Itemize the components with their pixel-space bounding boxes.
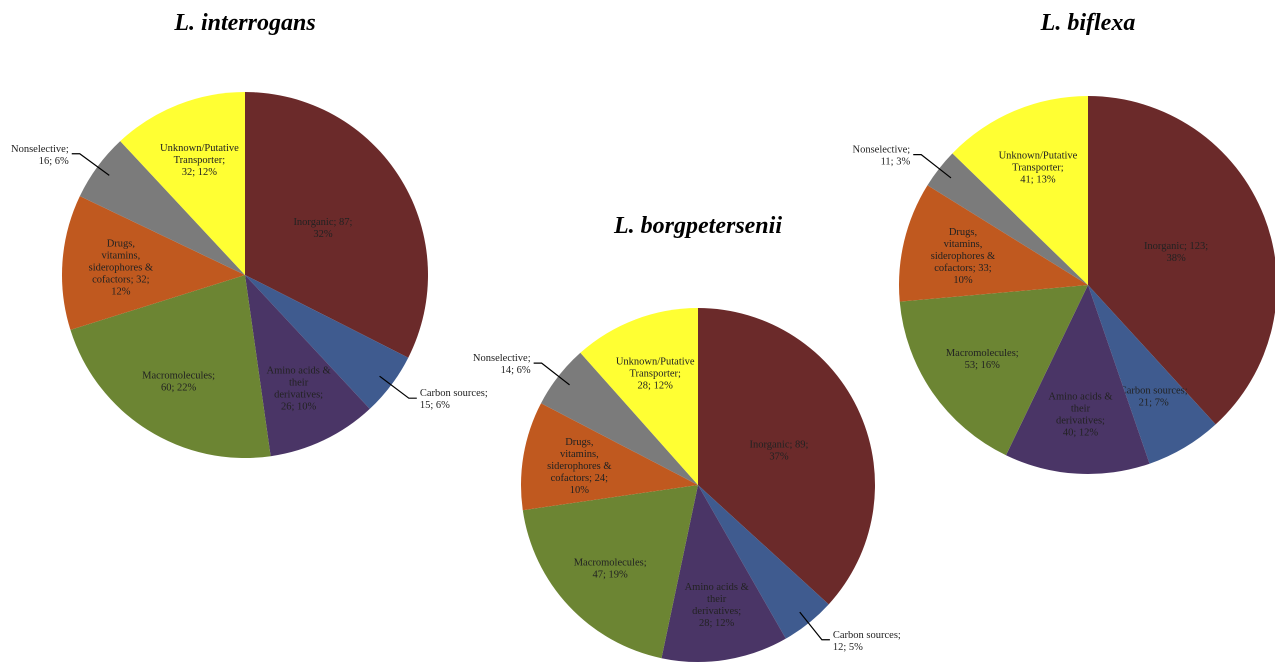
data-label: Carbon sources; 12; 5%	[833, 630, 901, 653]
leader-line	[71, 153, 110, 176]
data-label: Amino acids & their derivatives; 26; 10%	[267, 365, 331, 412]
pie-slice	[120, 92, 245, 275]
data-label: Unknown/Putative Transporter; 41; 13%	[999, 151, 1078, 186]
pie-slice	[580, 308, 698, 485]
pie-slice	[245, 275, 370, 457]
pie-slice	[927, 153, 1088, 285]
data-label: Nonselective; 14; 6%	[473, 353, 531, 376]
data-label: Inorganic; 89; 37%	[749, 439, 808, 462]
data-label: Nonselective; 11; 3%	[852, 145, 910, 168]
chart-title: L. borgpetersenii	[613, 213, 782, 239]
data-label: Drugs, vitamins, siderophores & cofactors; …	[931, 227, 995, 286]
leader-line	[379, 375, 417, 399]
pie-slice	[521, 403, 698, 511]
data-label: Unknown/Putative Transporter; 28; 12%	[616, 357, 695, 392]
data-label: Unknown/Putative Transporter; 32; 12%	[160, 143, 239, 178]
data-label: Carbon sources; 21; 7%	[1120, 385, 1188, 408]
pie-slice	[1088, 285, 1216, 464]
data-label: Macromolecules; 53; 16%	[946, 348, 1019, 371]
pie-slice	[70, 275, 271, 458]
leader-line	[799, 611, 830, 641]
data-label: Carbon sources; 15; 6%	[420, 388, 488, 411]
pie-slice	[245, 275, 409, 409]
pie-slice	[899, 285, 1088, 456]
pie-slice	[899, 185, 1088, 302]
pie-slice	[541, 352, 698, 485]
pie-slice	[522, 485, 698, 659]
pie-slice	[698, 308, 876, 605]
pie-slice	[61, 196, 245, 330]
data-label: Amino acids & their derivatives; 28; 12%	[685, 582, 749, 629]
pie-slice	[698, 485, 829, 639]
pie-slice	[952, 96, 1088, 285]
data-label: Nonselective; 16; 6%	[11, 144, 69, 167]
leader-line	[913, 154, 952, 179]
data-label: Drugs, vitamins, siderophores & cofactors; …	[89, 238, 153, 297]
pie-slice	[79, 141, 245, 275]
leader-line	[533, 362, 570, 386]
data-label: Inorganic; 87; 32%	[293, 217, 352, 240]
chart-title: L. biflexa	[1040, 10, 1136, 36]
pie-slice	[1005, 285, 1150, 474]
data-label: Inorganic; 123; 38%	[1144, 241, 1208, 264]
data-label: Macromolecules; 60; 22%	[142, 370, 215, 393]
pie-slice	[661, 485, 786, 662]
data-label: Amino acids & their derivatives; 40; 12%	[1048, 391, 1112, 438]
pie-slice	[1088, 96, 1275, 425]
data-label: Macromolecules; 47; 19%	[574, 557, 647, 580]
chart-title: L. interrogans	[173, 10, 315, 36]
data-label: Drugs, vitamins, siderophores & cofactors; …	[547, 437, 611, 496]
pie-slice	[245, 92, 428, 358]
